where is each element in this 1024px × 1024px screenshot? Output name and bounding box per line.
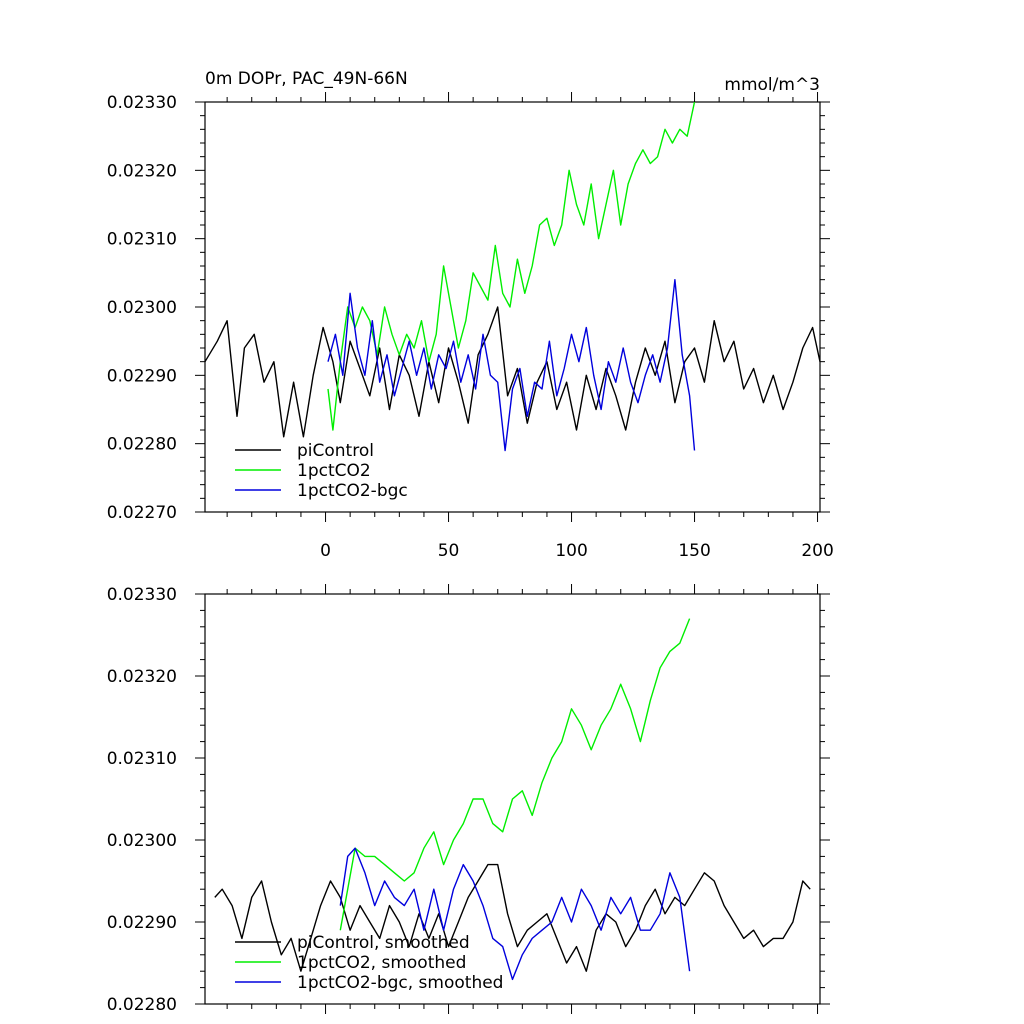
series-line-2: [339, 618, 691, 931]
x-tick-label: 0: [320, 541, 331, 561]
series-line-2: [327, 102, 696, 431]
y-tick-label: 0.02290: [107, 913, 177, 933]
y-tick-label: 0.02320: [107, 667, 177, 687]
x-tick-label: 100: [555, 541, 587, 561]
y-tick-label: 0.02290: [107, 366, 177, 386]
series-line-3: [327, 279, 696, 452]
y-tick-label: 0.02300: [107, 831, 177, 851]
y-tick-label: 0.02320: [107, 161, 177, 181]
y-tick-label: 0.02300: [107, 298, 177, 318]
series-line-3: [339, 847, 691, 981]
x-tick-label: 50: [438, 541, 460, 561]
y-tick-label: 0.02330: [107, 585, 177, 605]
series-line-1: [205, 306, 820, 438]
y-tick-label: 0.02280: [107, 435, 177, 455]
y-tick-label: 0.02310: [107, 230, 177, 250]
legend-label-1: piControl, smoothed: [297, 933, 470, 953]
chart-title: 0m DOPr, PAC_49N-66N: [205, 69, 408, 89]
x-tick-label: 200: [801, 541, 833, 561]
y-tick-label: 0.02330: [107, 93, 177, 113]
legend-label-3: 1pctCO2-bgc: [297, 481, 408, 501]
legend-label-1: piControl: [297, 441, 374, 461]
y-tick-label: 0.02310: [107, 749, 177, 769]
legend-label-2: 1pctCO2: [297, 461, 371, 481]
units-label: mmol/m^3: [724, 75, 820, 95]
y-tick-label: 0.02270: [107, 503, 177, 523]
top-panel: 0m DOPr, PAC_49N-66N mmol/m^3 0 50 100 150 2…: [107, 69, 834, 561]
legend-label-2: 1pctCO2, smoothed: [297, 953, 466, 973]
plot-frame: [204, 593, 821, 1005]
y-tick-label: 0.02280: [107, 995, 177, 1015]
bottom-panel: 0.02280 0.02290 0.02300 0.02310 0.02320 0.023…: [107, 584, 830, 1015]
series-line-1: [214, 863, 811, 972]
legend-label-3: 1pctCO2-bgc, smoothed: [297, 973, 503, 993]
x-tick-label: 150: [678, 541, 710, 561]
